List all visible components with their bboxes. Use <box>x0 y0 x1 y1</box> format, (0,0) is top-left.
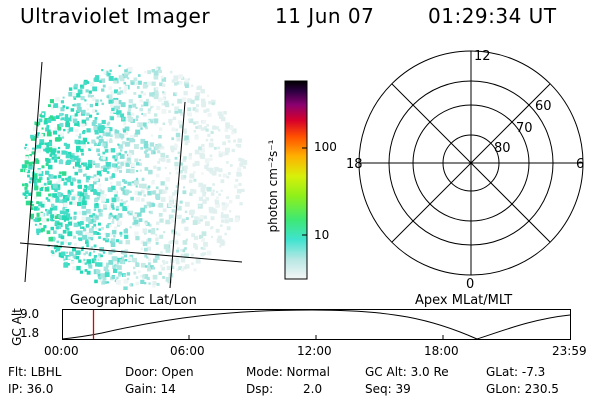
altitude-high-label: 9.0 <box>20 307 40 321</box>
mlt-label-12: 12 <box>474 49 491 64</box>
time-tick-1800: 18:00 <box>424 344 459 358</box>
colorbar-tick-10: 10 <box>314 228 330 242</box>
colorbar-unit-label: photon cm⁻²s⁻¹ <box>266 139 280 233</box>
colorbar-tick-100: 100 <box>314 140 337 154</box>
mlt-label-0: 0 <box>466 277 474 292</box>
altitude-curve <box>62 309 571 340</box>
mlat-label-60: 60 <box>535 99 552 114</box>
door-info: Door: Open <box>125 365 194 379</box>
mlt-label-18: 18 <box>346 157 363 172</box>
gc-alt-info: GC Alt: 3.0 Re <box>365 365 449 379</box>
uv-image-panel <box>20 61 248 290</box>
uv-emission-pixels <box>20 64 248 290</box>
observation-time: 01:29:34 UT <box>428 4 557 28</box>
mode-info: Mode: Normal <box>246 365 330 379</box>
glat-info: GLat: -7.3 <box>486 365 546 379</box>
polar-grid: 12 0 18 6 60 70 80 <box>346 49 584 292</box>
mlt-label-6: 6 <box>576 157 584 172</box>
lat-line <box>20 242 243 263</box>
altitude-timeline <box>62 309 571 340</box>
lon-line-left <box>24 61 43 283</box>
seq-info: Seq: 39 <box>365 382 411 396</box>
filter-info: Flt: LBHL <box>8 365 62 379</box>
dsp-value: 2.0 <box>303 382 323 396</box>
altitude-low-label: 1.8 <box>20 326 40 340</box>
glon-info: GLon: 230.5 <box>486 382 559 396</box>
gain-info: Gain: 14 <box>125 382 176 396</box>
ip-info: IP: 36.0 <box>8 382 54 396</box>
mlat-label-80: 80 <box>494 141 511 156</box>
time-tick-1200: 12:00 <box>297 344 332 358</box>
apex-projection-label: Apex MLat/MLT <box>415 293 513 308</box>
lon-line-right <box>169 101 186 289</box>
dsp-label: Dsp: <box>246 382 274 396</box>
time-tick-0600: 06:00 <box>170 344 205 358</box>
instrument-title: Ultraviolet Imager <box>20 4 211 28</box>
time-tick-0000: 00:00 <box>44 344 79 358</box>
geographic-projection-label: Geographic Lat/Lon <box>70 293 197 308</box>
time-tick-2359: 23:59 <box>552 344 587 358</box>
colorbar <box>284 80 308 280</box>
mlat-label-70: 70 <box>516 121 533 136</box>
observation-date: 11 Jun 07 <box>275 4 375 28</box>
